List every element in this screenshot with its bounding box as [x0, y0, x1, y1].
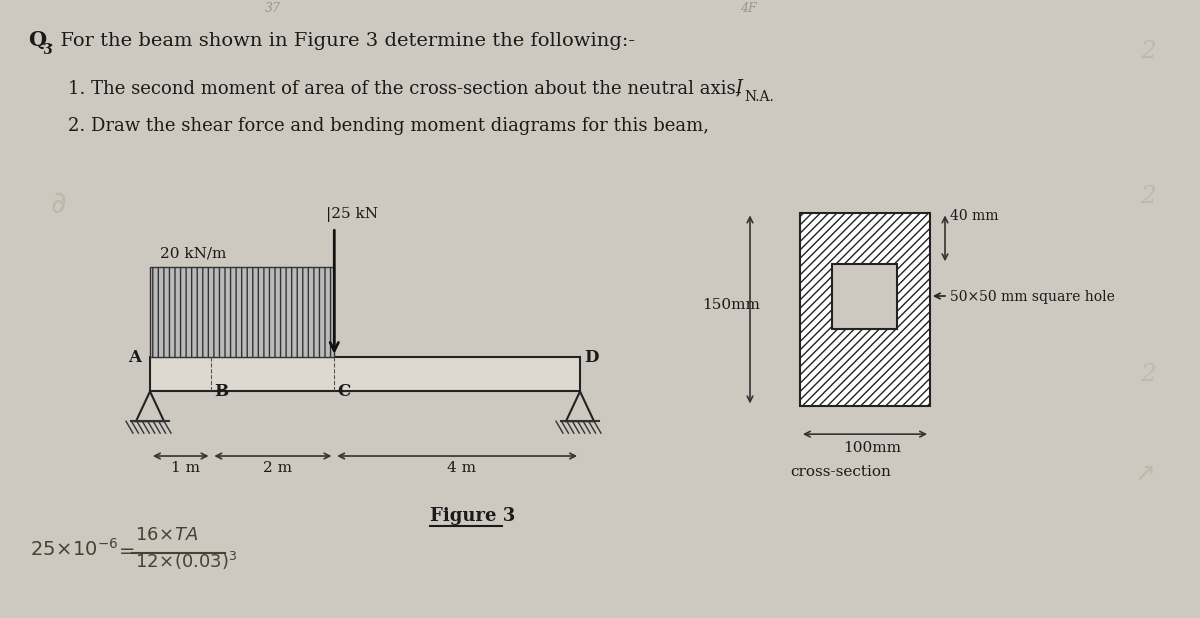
Text: cross-section: cross-section [790, 465, 890, 479]
Text: 4 m: 4 m [448, 461, 476, 475]
Text: 37: 37 [265, 2, 281, 15]
Text: 2: 2 [1140, 363, 1156, 386]
Text: 40 mm: 40 mm [950, 210, 998, 224]
Bar [832, 265, 898, 329]
Text: |25 kN: |25 kN [326, 206, 378, 221]
Bar [800, 213, 930, 406]
Text: . For the beam shown in Figure 3 determine the following:-: . For the beam shown in Figure 3 determi… [48, 32, 635, 49]
Text: $12\!\times\!(0.03)^3$: $12\!\times\!(0.03)^3$ [134, 550, 238, 572]
Text: 20 kN/m: 20 kN/m [160, 246, 227, 260]
Text: 2. Draw the shear force and bending moment diagrams for this beam,: 2. Draw the shear force and bending mome… [68, 117, 709, 135]
Text: 4F: 4F [740, 2, 757, 15]
Text: I: I [734, 79, 742, 97]
Text: 1. The second moment of area of the cross-section about the neutral axis,: 1. The second moment of area of the cros… [68, 79, 748, 97]
Bar [150, 357, 580, 391]
Text: 2: 2 [1140, 185, 1156, 208]
Text: 2: 2 [1140, 41, 1156, 64]
Text: $16\!\times\!TA$: $16\!\times\!TA$ [134, 527, 198, 544]
Text: $=$: $=$ [115, 541, 136, 559]
Text: 150mm: 150mm [702, 298, 760, 312]
Bar [150, 267, 335, 357]
Text: Figure 3: Figure 3 [430, 507, 515, 525]
Text: D: D [584, 349, 599, 366]
Text: $\partial$: $\partial$ [50, 190, 66, 219]
Text: N.A.: N.A. [744, 90, 774, 104]
Text: 2 m: 2 m [263, 461, 292, 475]
Text: 50×50 mm square hole: 50×50 mm square hole [950, 290, 1115, 304]
Text: Q: Q [28, 30, 46, 49]
Text: $25\!\times\!10^{-6}$: $25\!\times\!10^{-6}$ [30, 538, 119, 559]
Text: 100mm: 100mm [842, 441, 901, 455]
Text: A: A [128, 349, 142, 366]
Text: $\nearrow$: $\nearrow$ [1130, 462, 1154, 486]
Text: B: B [215, 383, 228, 400]
Text: C: C [337, 383, 350, 400]
Text: 1 m: 1 m [170, 461, 199, 475]
Text: 3: 3 [42, 43, 52, 56]
